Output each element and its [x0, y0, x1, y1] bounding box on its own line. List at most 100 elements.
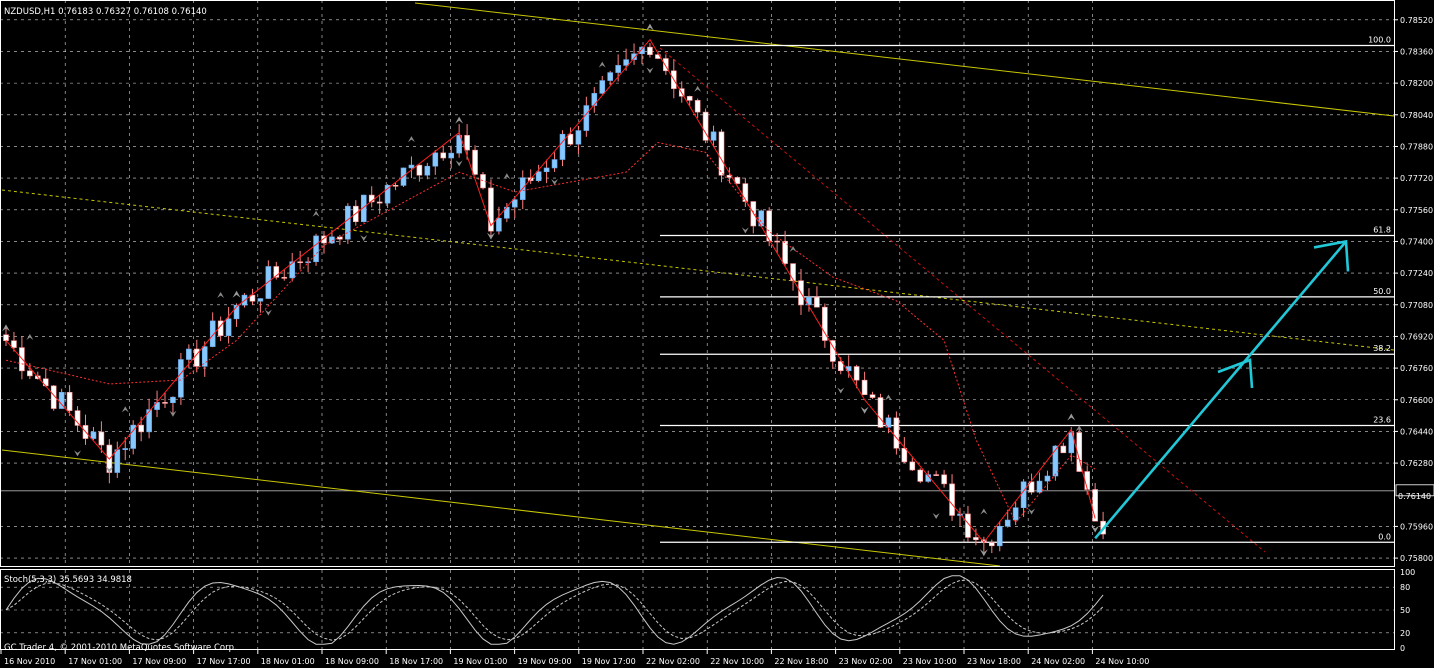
stoch-label: Stoch(5,3,3) 35.5693 34.9818: [4, 575, 132, 585]
candle-body: [782, 240, 788, 264]
candle-body: [58, 392, 65, 409]
candle-body: [893, 417, 900, 449]
stoch-level-label: 80: [1400, 583, 1410, 592]
stoch-level-label: 20: [1400, 629, 1410, 638]
last-price-label: 0.76140: [1398, 492, 1431, 501]
candle-body: [488, 187, 494, 232]
y-tick-label: 0.77080: [1400, 301, 1433, 310]
candle-body: [710, 131, 717, 141]
fractal-up: [694, 85, 702, 92]
channel-upper: [414, 2, 1395, 117]
candle-body: [1028, 481, 1035, 493]
fractal-up: [1075, 425, 1083, 432]
x-tick-label: 23 Nov 10:00: [903, 657, 957, 666]
candle-body: [631, 53, 637, 60]
candle-body: [329, 236, 335, 244]
candle-body: [130, 424, 136, 449]
candle-body: [432, 152, 439, 167]
candle-body: [941, 474, 947, 485]
fractal-up: [503, 173, 511, 180]
y-tick-label: 0.75800: [1400, 554, 1433, 563]
candle-body: [885, 417, 892, 428]
x-tick-label: 24 Nov 10:00: [1095, 657, 1149, 666]
candle-body: [496, 217, 502, 232]
fractal-up: [217, 292, 225, 299]
fractal-markers: [2, 23, 1100, 557]
fractal-down: [1091, 525, 1100, 533]
candle-body: [456, 135, 462, 154]
candle-body: [861, 379, 868, 395]
candle-body: [186, 348, 192, 360]
candle-body: [1036, 480, 1043, 493]
candle-body: [623, 59, 629, 66]
x-tick-label: 19 Nov 01:00: [453, 657, 507, 666]
fractal-down: [1028, 508, 1036, 515]
candle-body: [1092, 489, 1098, 522]
y-tick-label: 0.76920: [1400, 332, 1433, 341]
main-panel-frame: [0, 0, 1395, 567]
candle-body: [686, 96, 693, 101]
fractal-up: [789, 245, 797, 252]
candle-body: [806, 296, 812, 306]
candle-body: [718, 131, 725, 176]
x-tick-label: 22 Nov 18:00: [774, 657, 828, 666]
copyright-label: GC Trader 4, © 2001-2010 MetaQuotes Soft…: [4, 643, 237, 653]
candle-body: [321, 235, 327, 244]
x-tick-label: 18 Nov 01:00: [261, 657, 315, 666]
fractal-up: [26, 334, 34, 341]
x-tick-label: 17 Nov 09:00: [132, 657, 186, 666]
x-tick-label: 24 Nov 02:00: [1031, 657, 1085, 666]
x-tick-label: 22 Nov 10:00: [710, 657, 764, 666]
fractal-up: [455, 116, 464, 124]
y-tick-label: 0.76280: [1400, 459, 1433, 468]
indicator-lines: [5, 38, 1096, 544]
stoch-level-label: 0: [1400, 644, 1405, 653]
x-tick-label: 19 Nov 09:00: [518, 657, 572, 666]
y-tick-label: 0.75960: [1400, 522, 1433, 531]
fibo-label: 61.8: [1373, 226, 1391, 235]
moving-average-line: [5, 141, 1096, 524]
candle-body: [607, 72, 614, 81]
fractal-down: [264, 309, 272, 316]
candle-body: [480, 174, 486, 189]
candle-body: [114, 449, 121, 473]
candle-body: [408, 164, 415, 169]
candle-body: [1020, 481, 1027, 508]
fractal-down: [74, 450, 82, 457]
candle-body: [551, 159, 558, 169]
candle-body: [74, 410, 81, 426]
grid: [0, 0, 1394, 650]
candle-body: [901, 447, 908, 463]
chart-title: NZDUSD,H1 0.76183 0.76327 0.76108 0.7614…: [4, 7, 207, 17]
y-tick-label: 0.78520: [1400, 16, 1433, 25]
candle-body: [360, 194, 367, 223]
channel-lower: [1, 449, 1001, 567]
candle-body: [273, 266, 280, 278]
candle-body: [448, 152, 455, 159]
candle-body: [440, 152, 447, 159]
fractal-up: [121, 406, 129, 413]
zigzag-line: [5, 38, 1096, 544]
candle-body: [663, 58, 669, 72]
candle-body: [249, 294, 256, 302]
candle-body: [790, 263, 796, 281]
y-tick-label: 0.77720: [1400, 174, 1433, 183]
candle-body: [66, 392, 73, 411]
candle-body: [734, 177, 741, 184]
fractal-down: [860, 406, 869, 414]
fibo-label: 100.0: [1368, 36, 1391, 45]
fractal-up: [884, 394, 892, 401]
candle-body: [50, 385, 57, 409]
candle-body: [996, 526, 1003, 547]
candle-body: [917, 469, 924, 482]
candle-body: [209, 320, 216, 347]
candle-body: [376, 201, 383, 204]
x-tick-label: 17 Nov 01:00: [68, 657, 122, 666]
candle-body: [313, 235, 319, 263]
candle-body: [146, 409, 152, 433]
candle-body: [11, 340, 17, 348]
candle-body: [599, 80, 606, 94]
fractal-down: [932, 513, 940, 520]
candle-body: [583, 105, 590, 131]
